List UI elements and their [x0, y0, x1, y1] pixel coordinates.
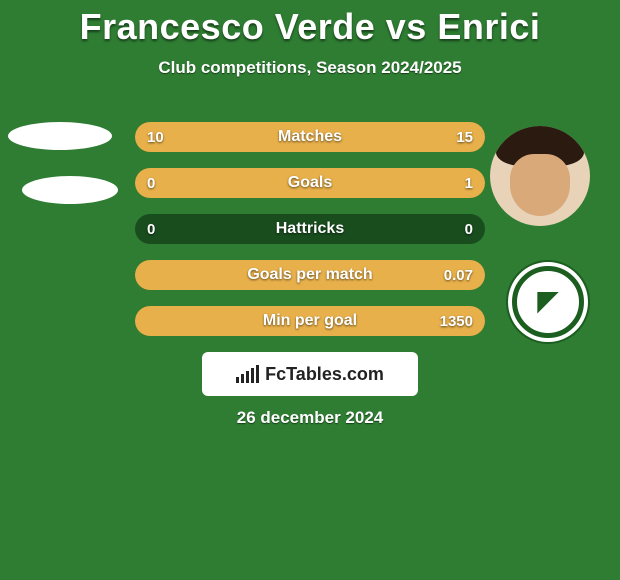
stat-row: Min per goal1350 [135, 306, 485, 336]
stat-row: Goals0 1 [135, 168, 485, 198]
face-icon [490, 126, 590, 226]
player2-club-crest: ◤ [506, 260, 590, 344]
stat-value-left: 0 [147, 168, 155, 198]
subtitle: Club competitions, Season 2024/2025 [0, 58, 620, 78]
date-label: 26 december 2024 [0, 408, 620, 428]
stat-value-right: 0.07 [444, 260, 473, 290]
stat-row: Goals per match0.07 [135, 260, 485, 290]
stat-value-right: 1 [465, 168, 473, 198]
stat-value-left: 10 [147, 122, 164, 152]
stats-rows: Matches1015Goals01Hattricks00Goals per m… [135, 122, 485, 352]
stat-label: Goals [135, 168, 485, 198]
stat-value-right: 15 [456, 122, 473, 152]
stat-row: Hattricks0 0 [135, 214, 485, 244]
stat-label: Min per goal [135, 306, 485, 336]
page-title: Francesco Verde vs Enrici [0, 0, 620, 48]
stat-label: Goals per match [135, 260, 485, 290]
fctables-logo: FcTables.com [202, 352, 418, 396]
player2-avatar [490, 126, 590, 226]
logo-bars-icon [236, 365, 259, 383]
stat-row: Matches10 15 [135, 122, 485, 152]
player1-club-placeholder [22, 176, 118, 204]
stat-value-right: 0 [465, 214, 473, 244]
player1-avatar-placeholder [8, 122, 112, 150]
stat-label: Hattricks [135, 214, 485, 244]
stat-label: Matches [135, 122, 485, 152]
logo-text: FcTables.com [265, 364, 384, 385]
stat-value-right: 1350 [440, 306, 473, 336]
comparison-infographic: Francesco Verde vs Enrici Club competiti… [0, 0, 620, 580]
wolf-icon: ◤ [537, 284, 559, 317]
stat-value-left: 0 [147, 214, 155, 244]
